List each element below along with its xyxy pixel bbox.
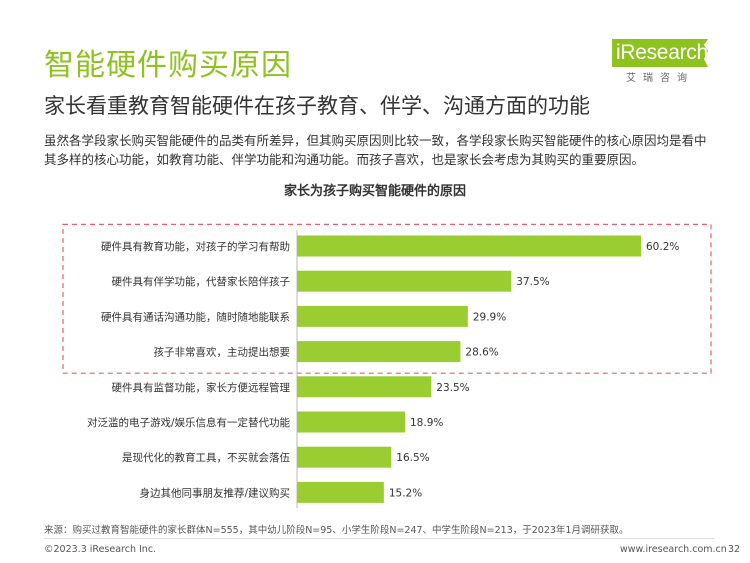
category-label: 身边其他同事朋友推荐/建议购买 [139,486,290,499]
category-label: 硬件具有教育功能，对孩子的学习有帮助 [101,240,290,253]
bar [297,411,405,433]
category-label: 是现代化的教育工具，不买就会落伍 [122,451,290,464]
chart-title: 家长为孩子购买智能硬件的原因 [283,184,466,199]
bar [297,446,392,468]
bar [297,305,468,327]
intro-paragraph: 虽然各学段家长购买智能硬件的品类有所差异，但其购买原因则比较一致，各学段家长购买… [44,131,714,169]
intro-line-1: 虽然各学段家长购买智能硬件的品类有所差异，但其购买原因则比较一致，各学段家长购买… [44,133,707,148]
category-label: 硬件具有伴学功能，代替家长陪伴孩子 [112,275,291,288]
value-label: 15.2% [389,487,422,499]
bar [297,235,641,257]
page-number: 32 [728,544,741,555]
value-label: 28.6% [465,347,498,359]
category-label: 孩子非常喜欢，主动提出想要 [154,346,291,359]
value-label: 37.5% [516,276,549,288]
intro-line-2: 其多样的核心功能，如教育功能、伴学功能和沟通功能。而孩子喜欢，也是家长会考虑为其… [44,152,645,167]
logo-tagline: 艾瑞咨询 [626,73,694,84]
value-label: 16.5% [396,452,429,464]
value-label: 60.2% [646,241,679,253]
website-url[interactable]: www.iresearch.com.cn [620,544,727,555]
iresearch-logo: iResearch 艾瑞咨询 [612,39,712,84]
copyright-text: ©2023.3 iResearch Inc. [44,544,157,555]
value-label: 29.9% [473,311,506,323]
bar [297,270,512,292]
page-title: 智能硬件购买原因 [44,48,292,83]
highlight-box [62,223,712,374]
logo-brand-text: iResearch [616,41,708,64]
category-label: 硬件具有通话沟通功能，随时随地能联系 [101,310,290,323]
bar [297,481,384,503]
source-note: 来源：购买过教育智能硬件的家长群体N=555，其中幼儿阶段N=95、小学生阶段N… [44,525,629,536]
logo-banner-shape [612,39,708,67]
value-label: 23.5% [436,382,469,394]
value-label: 18.9% [410,417,443,429]
category-label: 对泛滥的电子游戏/娱乐信息有一定替代功能 [87,416,291,429]
page-subtitle: 家长看重教育智能硬件在孩子教育、伴学、沟通方面的功能 [44,94,590,118]
footer-divider [44,538,714,539]
bar [297,341,461,363]
category-label: 硬件具有监督功能，家长方便远程管理 [112,381,291,394]
bar [297,376,432,398]
